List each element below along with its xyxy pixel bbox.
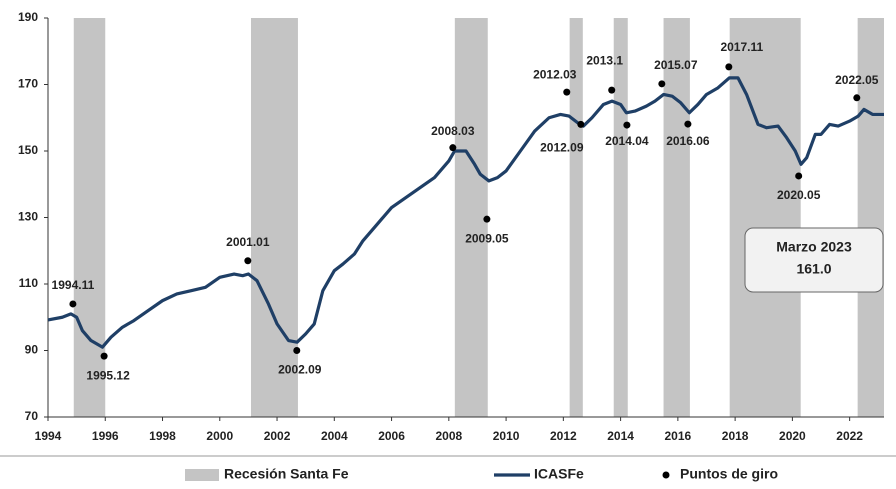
turning-point (100, 352, 108, 360)
turning-point-label: 2022.05 (835, 73, 879, 87)
turning-point (795, 172, 803, 180)
y-tick-label: 130 (18, 210, 38, 224)
turning-point-label: 1995.12 (86, 368, 130, 382)
y-tick-label: 110 (19, 276, 39, 290)
x-tick-label: 2016 (665, 429, 692, 443)
turning-point (853, 94, 861, 102)
legend-swatch (662, 471, 670, 479)
y-tick-label: 150 (18, 143, 38, 157)
turning-point-label: 2016.06 (666, 134, 710, 148)
turning-point (483, 215, 491, 223)
recession-band (250, 18, 298, 417)
x-tick-label: 2004 (321, 429, 348, 443)
turning-point-label: 2017.11 (720, 40, 763, 54)
turning-point-label: 2015.07 (654, 58, 698, 72)
legend-swatch (185, 469, 219, 481)
x-tick-label: 1998 (149, 429, 176, 443)
legend-label: Recesión Santa Fe (224, 466, 349, 482)
x-tick-label: 1996 (92, 429, 119, 443)
recession-band (613, 18, 628, 417)
x-tick-label: 2022 (836, 429, 863, 443)
turning-point-label: 2008.03 (431, 124, 475, 138)
legend-label: Puntos de giro (680, 466, 778, 482)
recession-band (73, 18, 106, 417)
turning-point (293, 347, 301, 354)
turning-point (608, 86, 616, 94)
x-tick-label: 2000 (206, 429, 233, 443)
turning-point-label: 2020.05 (777, 188, 821, 202)
turning-point-label: 2001.01 (226, 235, 270, 249)
x-tick-label: 2020 (779, 429, 806, 443)
turning-point-label: 2012.09 (540, 141, 584, 155)
index-line (47, 76, 884, 349)
turning-point-label: 1994.11 (52, 278, 95, 292)
y-tick-label: 90 (25, 343, 39, 357)
turning-point (244, 257, 252, 265)
turning-point (449, 144, 457, 152)
turning-point-label: 2013.1 (586, 53, 623, 67)
turning-point-label: 2012.03 (533, 67, 577, 81)
x-tick-label: 2014 (607, 429, 634, 443)
turning-point-label: 2002.09 (278, 363, 322, 377)
turning-point (623, 121, 631, 129)
legend-label: ICASFe (534, 466, 584, 482)
annotation-box (744, 227, 884, 293)
recession-band (857, 18, 884, 417)
turning-point (684, 120, 692, 128)
y-tick-label: 70 (25, 409, 39, 423)
turning-point (563, 88, 571, 96)
recession-band (454, 18, 488, 417)
x-tick-label: 2012 (550, 429, 577, 443)
turning-point (725, 63, 733, 71)
recession-band (663, 18, 690, 417)
x-tick-label: 2002 (264, 429, 291, 443)
turning-point (577, 120, 585, 128)
x-tick-label: 2010 (493, 429, 520, 443)
x-tick-label: 2018 (722, 429, 749, 443)
turning-point-label: 2009.05 (465, 231, 509, 245)
annotation-text: 161.0 (796, 261, 831, 277)
turning-point-label: 2014.04 (605, 134, 649, 148)
turning-point (69, 300, 77, 308)
turning-point (658, 80, 666, 88)
x-tick-label: 2008 (435, 429, 462, 443)
recession-band (729, 18, 801, 417)
x-tick-label: 1994 (35, 429, 62, 443)
annotation-text: Marzo 2023 (776, 239, 852, 255)
y-tick-label: 170 (18, 77, 38, 91)
y-tick-label: 190 (18, 10, 38, 24)
x-tick-label: 2006 (378, 429, 405, 443)
